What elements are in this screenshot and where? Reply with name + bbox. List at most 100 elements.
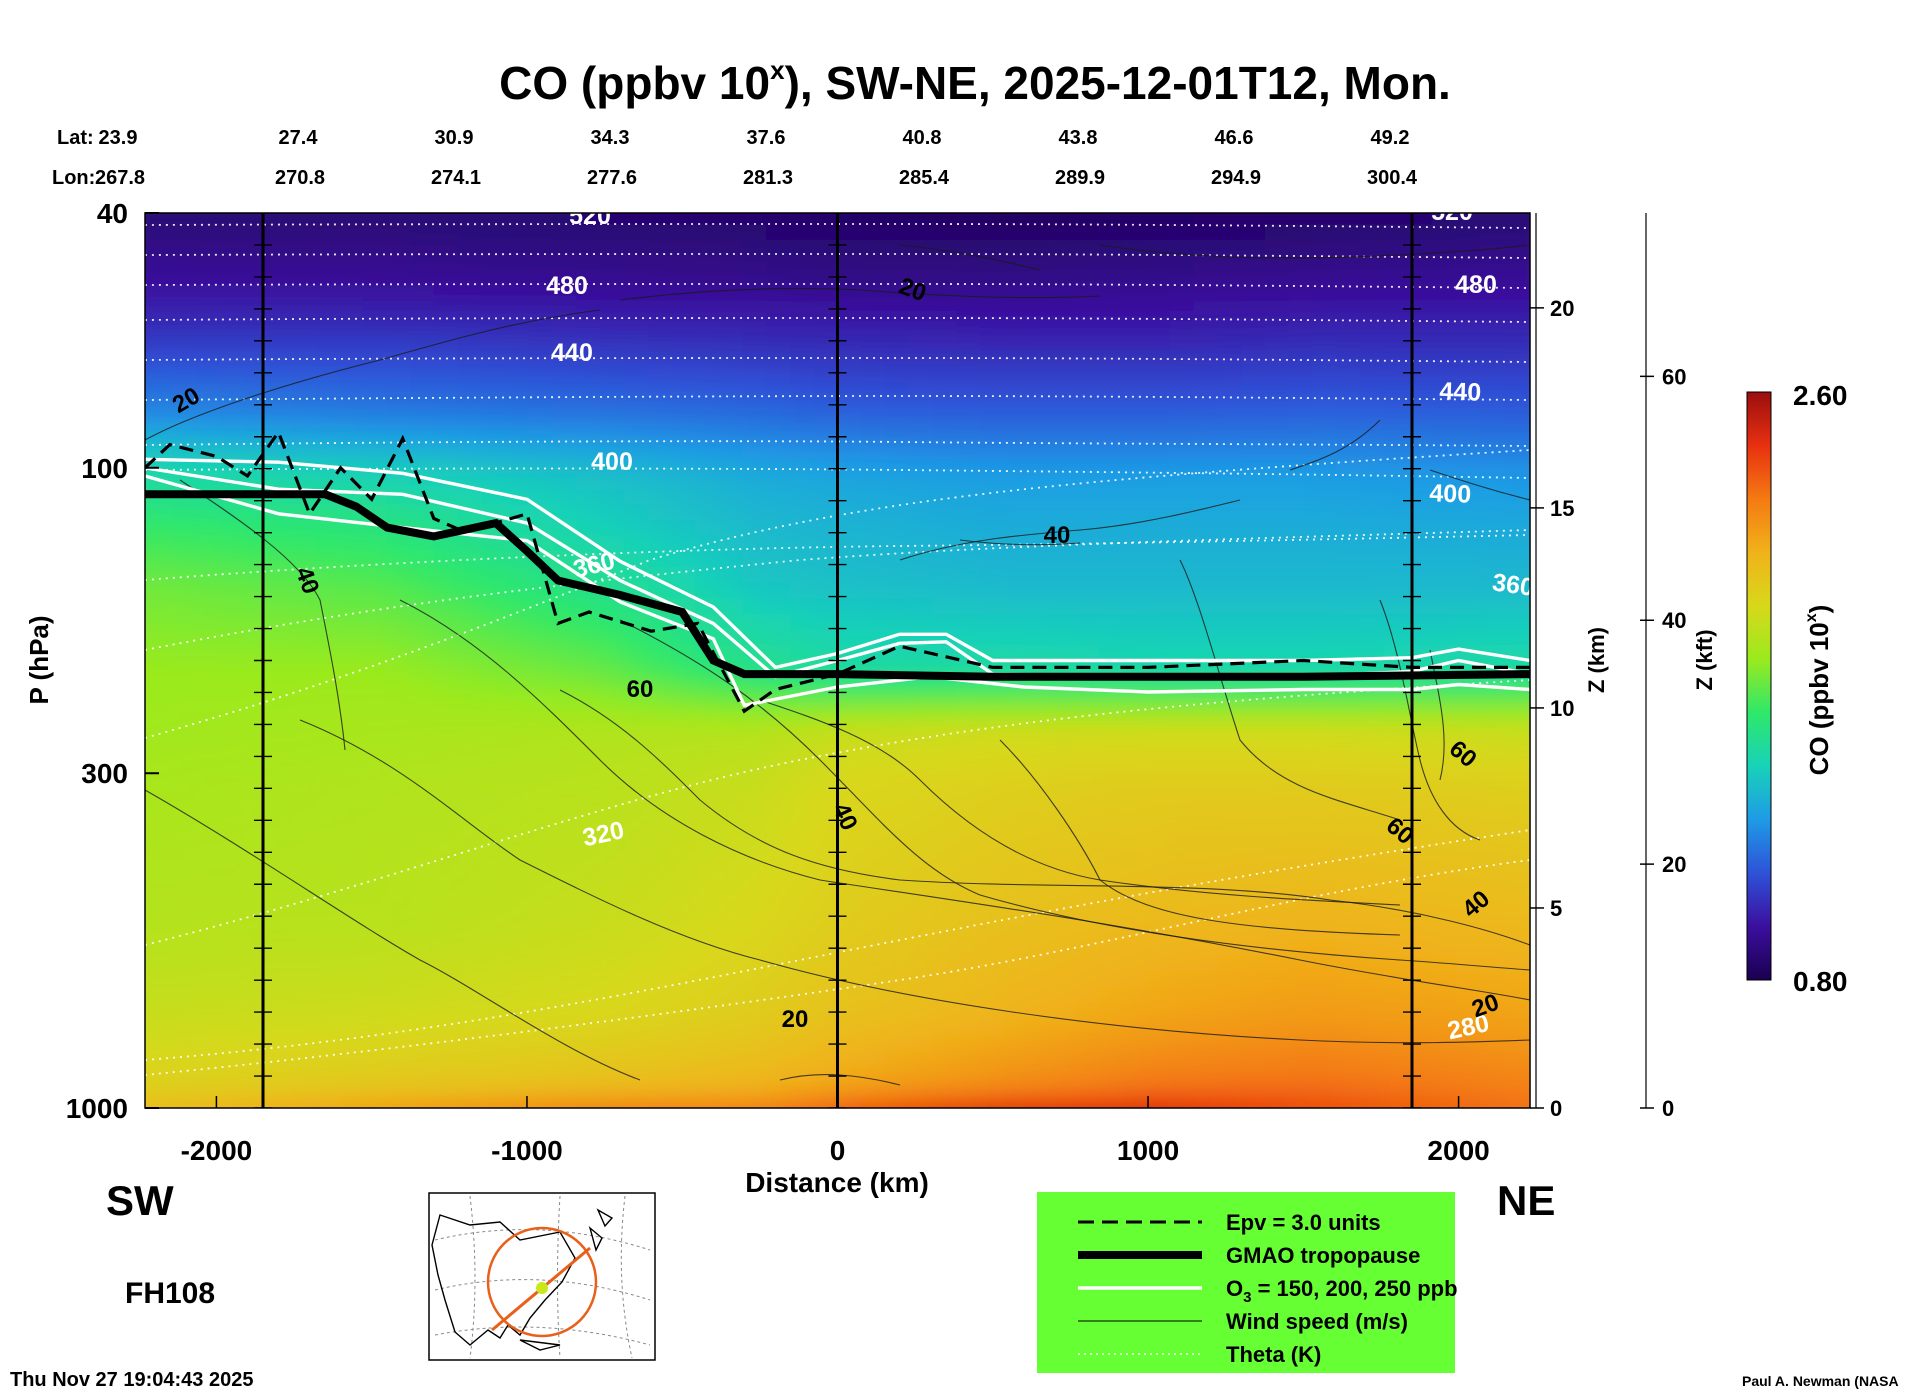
co-cell	[338, 411, 364, 428]
co-cell	[481, 411, 507, 428]
co-cell	[885, 489, 910, 506]
co-cell	[1455, 598, 1480, 615]
co-cell	[1479, 193, 1504, 210]
co-cell	[1502, 598, 1528, 615]
co-cell	[1075, 1003, 1100, 1020]
co-cell	[695, 1018, 720, 1036]
co-cell	[1502, 520, 1528, 537]
co-cell	[220, 1065, 245, 1083]
co-cell	[623, 551, 649, 568]
co-cell	[1075, 364, 1100, 381]
co-cell	[457, 567, 483, 584]
co-cell	[505, 691, 530, 709]
co-cell	[1502, 863, 1528, 880]
co-cell	[196, 987, 222, 1005]
co-cell	[148, 691, 174, 709]
co-cell	[267, 707, 293, 724]
co-cell	[1431, 582, 1457, 600]
lat-value: 40.8	[903, 127, 942, 149]
co-cell	[386, 941, 412, 958]
co-cell	[339, 193, 364, 210]
co-cell	[742, 613, 768, 631]
co-cell	[932, 457, 958, 475]
co-cell	[220, 754, 245, 771]
co-cell	[386, 738, 412, 755]
co-cell	[1051, 551, 1077, 568]
co-cell	[1075, 535, 1100, 553]
co-cell	[457, 1018, 483, 1036]
co-cell	[600, 629, 625, 646]
co-cell	[932, 769, 958, 787]
co-cell	[1003, 224, 1029, 241]
co-cell	[837, 629, 863, 646]
co-cell	[861, 831, 887, 849]
co-cell	[457, 800, 483, 818]
co-cell	[1027, 1018, 1053, 1036]
co-cell	[145, 348, 150, 366]
co-cell	[1502, 1003, 1528, 1020]
co-cell	[338, 691, 364, 709]
co-cell	[1003, 489, 1029, 506]
co-cell	[457, 987, 483, 1005]
co-cell	[220, 395, 245, 413]
co-cell	[932, 333, 958, 350]
co-cell	[1288, 987, 1314, 1005]
co-cell	[528, 738, 554, 755]
co-cell	[1217, 582, 1243, 600]
co-cell	[1526, 364, 1530, 381]
co-cell	[837, 707, 863, 724]
co-cell	[623, 489, 649, 506]
co-cell	[1170, 348, 1195, 366]
co-cell	[433, 691, 459, 709]
co-cell	[1407, 380, 1433, 397]
co-cell	[410, 847, 435, 865]
co-cell	[1027, 722, 1053, 740]
co-cell	[1051, 1050, 1077, 1067]
co-cell	[148, 644, 174, 662]
co-cell	[956, 1050, 982, 1067]
co-cell	[600, 442, 625, 459]
co-cell	[125, 1112, 150, 1129]
co-cell	[1360, 738, 1385, 755]
co-cell	[790, 909, 815, 927]
co-cell	[196, 520, 222, 537]
co-cell	[1051, 769, 1077, 787]
co-cell	[481, 224, 507, 241]
co-cell	[267, 941, 293, 958]
co-cell	[837, 567, 863, 584]
co-cell	[552, 738, 578, 755]
co-cell	[1122, 504, 1148, 522]
co-cell	[623, 925, 649, 942]
co-cell	[362, 972, 388, 989]
co-cell	[742, 302, 768, 319]
co-cell	[172, 909, 198, 927]
co-cell	[718, 1018, 744, 1036]
co-cell	[647, 286, 673, 304]
co-cell	[505, 193, 530, 210]
co-cell	[885, 411, 910, 428]
co-cell	[1122, 364, 1148, 381]
co-cell	[1122, 333, 1148, 350]
co-cell	[1027, 1034, 1053, 1052]
co-cell	[600, 894, 625, 911]
co-cell	[861, 894, 887, 911]
co-cell	[433, 286, 459, 304]
wind-line	[959, 539, 1081, 546]
co-cell	[1383, 442, 1409, 459]
wind-line	[619, 619, 1530, 971]
co-cell	[1241, 800, 1267, 818]
co-cell	[1051, 1112, 1076, 1129]
co-cell	[315, 707, 340, 724]
co-cell	[1075, 457, 1100, 475]
co-cell	[600, 863, 625, 880]
co-cell	[837, 582, 863, 600]
co-cell	[576, 660, 602, 678]
co-cell	[1003, 1034, 1029, 1052]
co-cell	[1265, 909, 1290, 927]
co-cell	[1431, 863, 1457, 880]
co-cell	[1455, 348, 1480, 366]
co-cell	[1146, 941, 1172, 958]
co-cell	[576, 442, 602, 459]
co-cell	[196, 754, 222, 771]
co-cell	[196, 239, 222, 257]
